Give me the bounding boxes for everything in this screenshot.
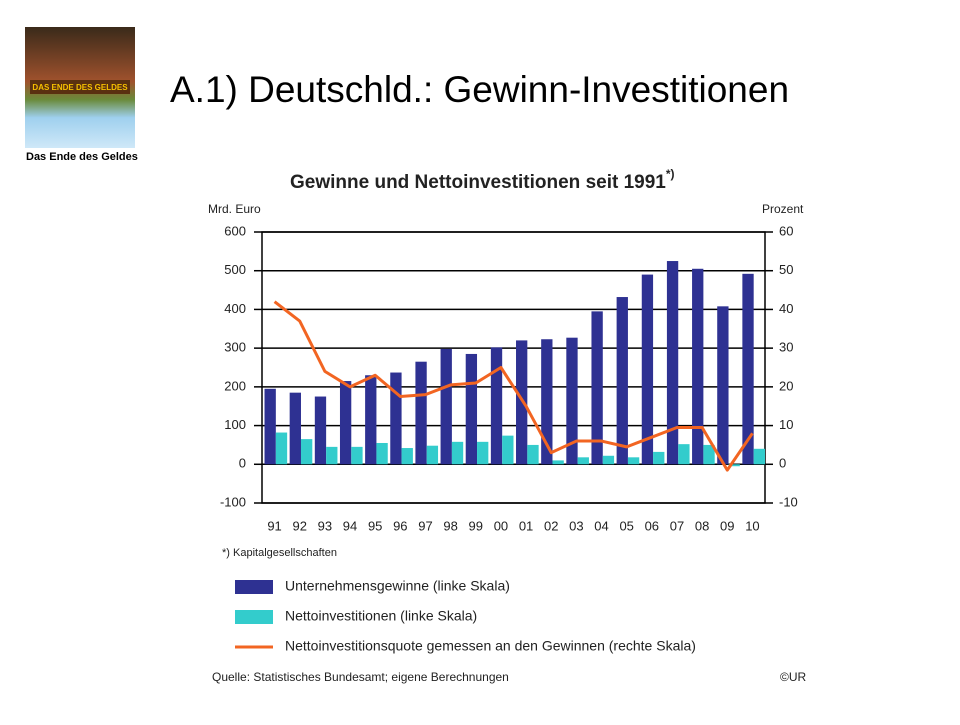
bar [415, 361, 427, 465]
bar [591, 311, 603, 465]
y-tick-label: 100 [224, 417, 246, 432]
y-tick-label: -100 [220, 494, 246, 509]
chart-title: Gewinne und Nettoinvestitionen seit 1991… [290, 167, 675, 193]
bar [666, 261, 679, 465]
source: Quelle: Statistisches Bundesamt; eigene … [212, 670, 509, 684]
line [273, 300, 754, 472]
bar [300, 439, 313, 465]
y2-tick-label: 10 [779, 417, 793, 432]
bar [465, 353, 478, 465]
x-tick-label: 07 [670, 518, 684, 533]
x-tick-label: 10 [745, 518, 759, 533]
bar [451, 441, 464, 465]
bar [351, 446, 363, 465]
x-tick-label: 92 [292, 518, 306, 533]
bar [264, 388, 276, 465]
copyright: ©UR [780, 670, 807, 684]
y2-tick-label: 30 [779, 340, 793, 355]
y2-tick-label: 40 [779, 301, 793, 316]
bar [339, 381, 352, 465]
bar [552, 460, 564, 465]
y-tick-label: 400 [224, 301, 246, 316]
footnote: *) Kapitalgesellschaften [222, 547, 337, 559]
bar [275, 432, 288, 465]
x-tick-label: 98 [443, 518, 457, 533]
legend-label: Unternehmensgewinne (linke Skala) [285, 578, 510, 594]
x-tick-label: 00 [494, 518, 508, 533]
x-tick-label: 08 [695, 518, 709, 533]
x-tick-label: 09 [720, 518, 734, 533]
legend-swatch [235, 580, 273, 594]
slide-title: A.1) Deutschld.: Gewinn-Investitionen [170, 69, 789, 110]
bar [653, 451, 665, 465]
bar [440, 348, 452, 465]
y-tick-label: 600 [224, 223, 246, 238]
y-tick-label: 0 [239, 456, 246, 471]
book-caption: Das Ende des Geldes [26, 151, 138, 163]
bar [541, 339, 553, 465]
y-tick-label: 500 [224, 262, 246, 277]
y2-tick-label: 50 [779, 262, 793, 277]
book-band [30, 80, 130, 94]
bar [602, 455, 615, 465]
y-tick-label: 300 [224, 340, 246, 355]
legend-label: Nettoinvestitionsquote gemessen an den G… [285, 638, 696, 654]
bar [692, 268, 704, 465]
bar [401, 448, 413, 465]
bar [527, 444, 539, 465]
bar [490, 347, 503, 465]
x-tick-label: 01 [519, 518, 533, 533]
x-tick-label: 02 [544, 518, 558, 533]
bar [753, 448, 765, 465]
x-tick-label: 05 [619, 518, 633, 533]
bar [566, 337, 578, 465]
y-tick-label: 200 [224, 378, 246, 393]
bar [477, 441, 489, 465]
x-tick-label: 96 [393, 518, 407, 533]
legend-label: Nettoinvestitionen (linke Skala) [285, 608, 477, 624]
bar [703, 444, 715, 465]
bar [728, 464, 740, 467]
bar [516, 340, 528, 465]
bar [742, 273, 754, 465]
x-tick-label: 91 [267, 518, 281, 533]
y2-tick-label: 20 [779, 378, 793, 393]
bar [502, 435, 514, 465]
bar [426, 445, 439, 465]
y-axis-label: Mrd. Euro [208, 202, 261, 216]
bar [376, 442, 388, 465]
bar [577, 457, 589, 465]
book-cover-title: DAS ENDE DES GELDES [32, 83, 128, 92]
bar [641, 274, 654, 465]
y2-tick-label: 0 [779, 456, 786, 471]
y2-tick-label: -10 [779, 494, 798, 509]
y2-tick-label: 60 [779, 223, 793, 238]
bar [314, 396, 327, 465]
x-tick-label: 95 [368, 518, 382, 533]
bar [616, 297, 628, 465]
y2-axis-label: Prozent [762, 202, 804, 216]
bar [678, 444, 690, 465]
x-tick-label: 04 [594, 518, 608, 533]
legend-swatch [235, 610, 273, 624]
bar [365, 375, 377, 465]
x-tick-label: 03 [569, 518, 583, 533]
x-tick-label: 93 [318, 518, 332, 533]
bar [289, 392, 301, 465]
bar [326, 446, 338, 465]
x-tick-label: 06 [645, 518, 659, 533]
bar [717, 306, 729, 465]
x-tick-label: 99 [469, 518, 483, 533]
bar [627, 457, 640, 465]
x-tick-label: 94 [343, 518, 357, 533]
x-tick-label: 97 [418, 518, 432, 533]
bar [390, 372, 402, 465]
